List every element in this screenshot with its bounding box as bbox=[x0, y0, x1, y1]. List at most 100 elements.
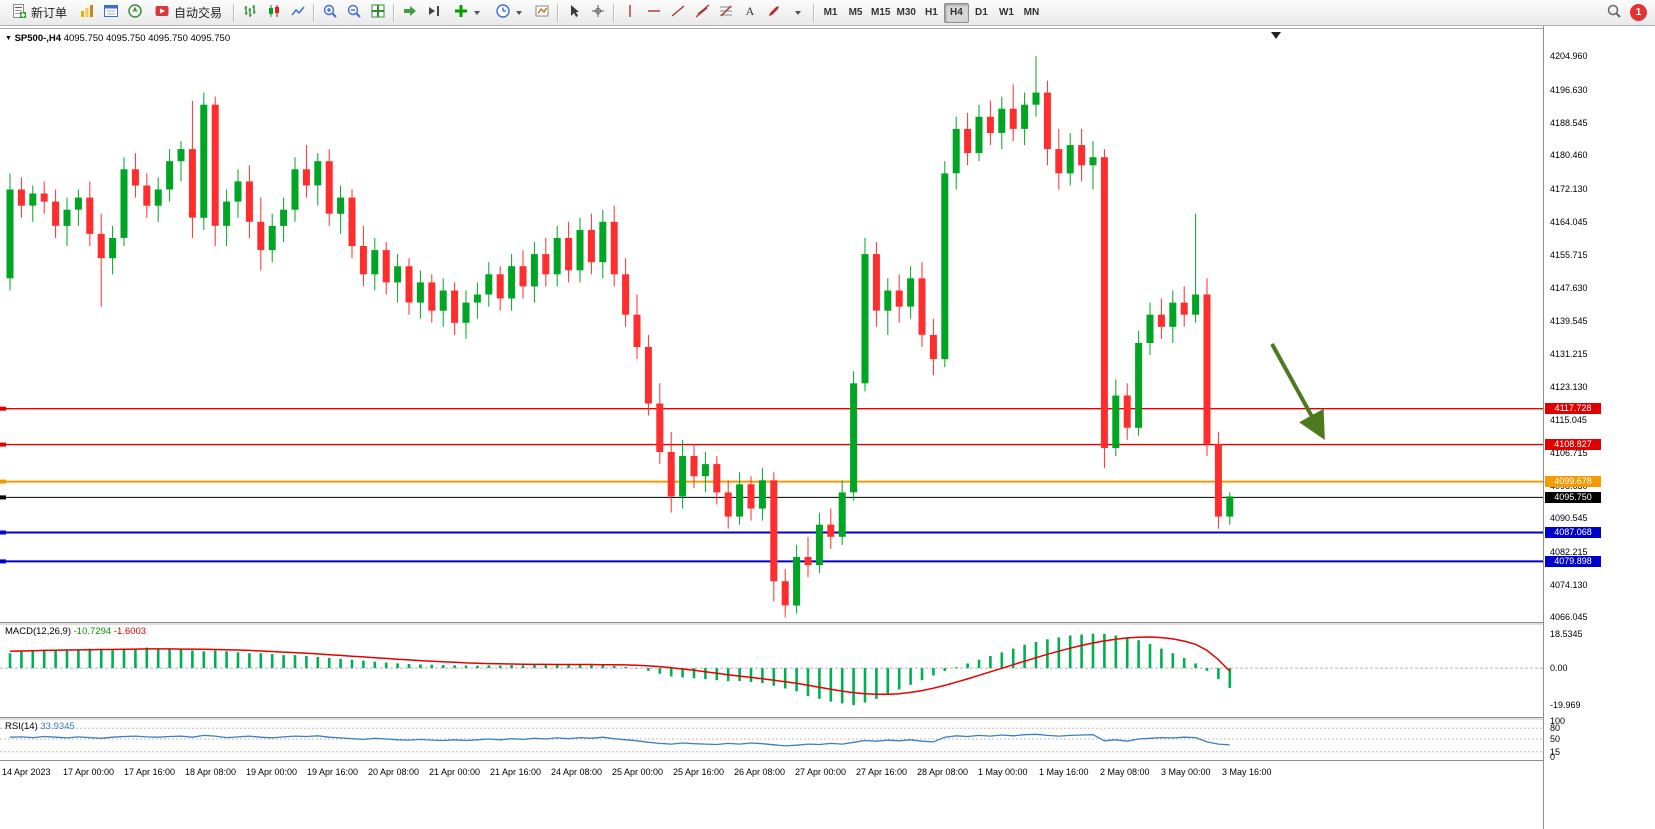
periods-button[interactable] bbox=[488, 2, 529, 24]
time-axis-label: 17 Apr 00:00 bbox=[63, 767, 115, 777]
text-tool-icon: A bbox=[742, 3, 758, 22]
time-axis-label: 24 Apr 08:00 bbox=[551, 767, 603, 777]
timeframe-h1-button[interactable]: H1 bbox=[919, 3, 944, 23]
toolbar-separator bbox=[613, 3, 615, 22]
data-window-button[interactable] bbox=[99, 2, 122, 24]
templates-button[interactable] bbox=[530, 2, 553, 24]
trendline-button[interactable] bbox=[666, 2, 689, 24]
candles bbox=[6, 56, 1234, 618]
time-axis-label: 27 Apr 16:00 bbox=[856, 767, 908, 777]
price-tag: 4117.728 bbox=[1545, 403, 1601, 415]
price-axis-label: 4131.215 bbox=[1550, 349, 1588, 360]
search-button[interactable] bbox=[1602, 2, 1625, 24]
dropdown-caret-icon bbox=[474, 10, 481, 15]
zoom-in-button[interactable] bbox=[318, 2, 341, 24]
chart-shift-button[interactable] bbox=[422, 2, 445, 24]
shift-end-marker[interactable] bbox=[1271, 32, 1281, 39]
fibonacci-button[interactable] bbox=[714, 2, 737, 24]
price-axis-label: 4139.545 bbox=[1550, 315, 1588, 326]
rsi-axis-label: 0 bbox=[1550, 752, 1556, 763]
ohlc-values: 4095.750 4095.750 4095.750 4095.750 bbox=[63, 33, 231, 44]
macd-value: -10.7294 bbox=[73, 626, 112, 637]
price-tag: 4087.068 bbox=[1545, 527, 1601, 538]
crosshair-button[interactable] bbox=[586, 2, 609, 24]
tile-windows-button[interactable] bbox=[366, 2, 389, 24]
macd-axis-label: 18.5345 bbox=[1550, 628, 1583, 639]
notification-badge[interactable]: 1 bbox=[1630, 4, 1647, 21]
macd-panel[interactable] bbox=[0, 624, 1543, 717]
time-axis-label: 3 May 00:00 bbox=[1161, 767, 1211, 777]
time-axis-label: 25 Apr 16:00 bbox=[673, 767, 725, 777]
auto-scroll-icon bbox=[402, 3, 418, 22]
rsi-header: RSI(14) 33.9345 bbox=[5, 721, 75, 732]
candlestick-button[interactable] bbox=[262, 2, 285, 24]
price-axis-label: 4155.715 bbox=[1550, 250, 1588, 261]
cursor-icon bbox=[566, 3, 582, 22]
price-axis-label: 4180.460 bbox=[1550, 150, 1588, 161]
time-axis-label: 20 Apr 08:00 bbox=[368, 767, 420, 777]
price-axis-label: 4172.130 bbox=[1550, 184, 1588, 194]
horizontal-line-button[interactable] bbox=[642, 2, 665, 24]
toolbar: 新订单 自动交易 A M1 M5 M15 M30 H1 H4 D1 W1 MN … bbox=[0, 0, 1655, 26]
autotrading-button[interactable]: 自动交易 bbox=[147, 2, 229, 24]
fibonacci-icon bbox=[718, 3, 734, 22]
price-chart[interactable] bbox=[0, 30, 1543, 622]
rsi-axis-label: 50 bbox=[1550, 734, 1561, 744]
chart-top-border bbox=[0, 28, 1655, 29]
rsi-splitter[interactable] bbox=[0, 717, 1655, 720]
tile-windows-icon bbox=[370, 3, 386, 22]
new-order-button[interactable]: 新订单 bbox=[4, 2, 74, 24]
shapes-dropdown-button[interactable] bbox=[786, 2, 809, 24]
line-chart-icon bbox=[290, 3, 306, 22]
rsi-bottom-border bbox=[0, 760, 1655, 761]
rsi-label: RSI(14) bbox=[5, 721, 38, 732]
cursor-button[interactable] bbox=[562, 2, 585, 24]
text-tool-button[interactable]: A bbox=[738, 2, 761, 24]
market-watch-button[interactable] bbox=[75, 2, 98, 24]
time-axis-label: 21 Apr 00:00 bbox=[429, 767, 481, 777]
time-axis-label: 3 May 16:00 bbox=[1222, 767, 1272, 777]
new-order-icon bbox=[11, 3, 27, 22]
timeframe-m30-button[interactable]: M30 bbox=[893, 3, 918, 23]
rsi-panel[interactable] bbox=[0, 719, 1543, 760]
macd-histogram bbox=[8, 633, 1232, 706]
bar-chart-button[interactable] bbox=[238, 2, 261, 24]
channel-button[interactable] bbox=[690, 2, 713, 24]
timeframe-d1-button[interactable]: D1 bbox=[969, 3, 994, 23]
price-axis-label: 4164.045 bbox=[1550, 216, 1588, 227]
line-chart-button[interactable] bbox=[286, 2, 309, 24]
bar-chart-icon bbox=[242, 3, 258, 22]
chart-shift-icon bbox=[426, 3, 442, 22]
vertical-line-icon bbox=[622, 3, 638, 22]
toolbar-separator bbox=[557, 3, 559, 22]
macd-splitter[interactable] bbox=[0, 622, 1655, 625]
timeframe-h4-button[interactable]: H4 bbox=[943, 2, 969, 23]
auto-scroll-button[interactable] bbox=[398, 2, 421, 24]
zoom-out-button[interactable] bbox=[342, 2, 365, 24]
rsi-value: 33.9345 bbox=[40, 721, 75, 732]
vertical-line-button[interactable] bbox=[618, 2, 641, 24]
time-axis-label: 2 May 08:00 bbox=[1100, 767, 1150, 777]
time-axis-label: 1 May 16:00 bbox=[1039, 767, 1089, 777]
collapse-triangle-icon[interactable]: ▼ bbox=[5, 35, 12, 42]
timeframe-m1-button[interactable]: M1 bbox=[818, 3, 843, 23]
macd-axis-label: 0.00 bbox=[1550, 663, 1568, 674]
time-axis-label: 19 Apr 16:00 bbox=[307, 767, 359, 777]
crosshair-icon bbox=[590, 3, 606, 22]
price-tag: 4099.678 bbox=[1545, 476, 1601, 488]
price-axis-label: 4066.045 bbox=[1550, 612, 1588, 623]
rsi-axis-label: 100 bbox=[1550, 715, 1566, 726]
time-axis-label: 14 Apr 2023 bbox=[2, 767, 51, 777]
price-axis[interactable]: 4204.960 4196.630 4188.545 4180.460 4172.130… bbox=[1543, 26, 1655, 829]
navigator-button[interactable] bbox=[123, 2, 146, 24]
timeframe-w1-button[interactable]: W1 bbox=[994, 3, 1019, 23]
timeframe-m15-button[interactable]: M15 bbox=[868, 3, 893, 23]
data-window-icon bbox=[103, 3, 119, 22]
timeframe-mn-button[interactable]: MN bbox=[1019, 3, 1044, 23]
arrows-tool-button[interactable] bbox=[762, 2, 785, 24]
timeframe-m5-button[interactable]: M5 bbox=[843, 3, 868, 23]
dropdown-caret-icon bbox=[516, 10, 523, 15]
time-axis[interactable]: 14 Apr 2023 17 Apr 00:00 17 Apr 16:00 18 Ap… bbox=[0, 762, 1543, 782]
arrow-annotation[interactable] bbox=[1270, 343, 1325, 441]
indicators-button[interactable] bbox=[446, 2, 487, 24]
